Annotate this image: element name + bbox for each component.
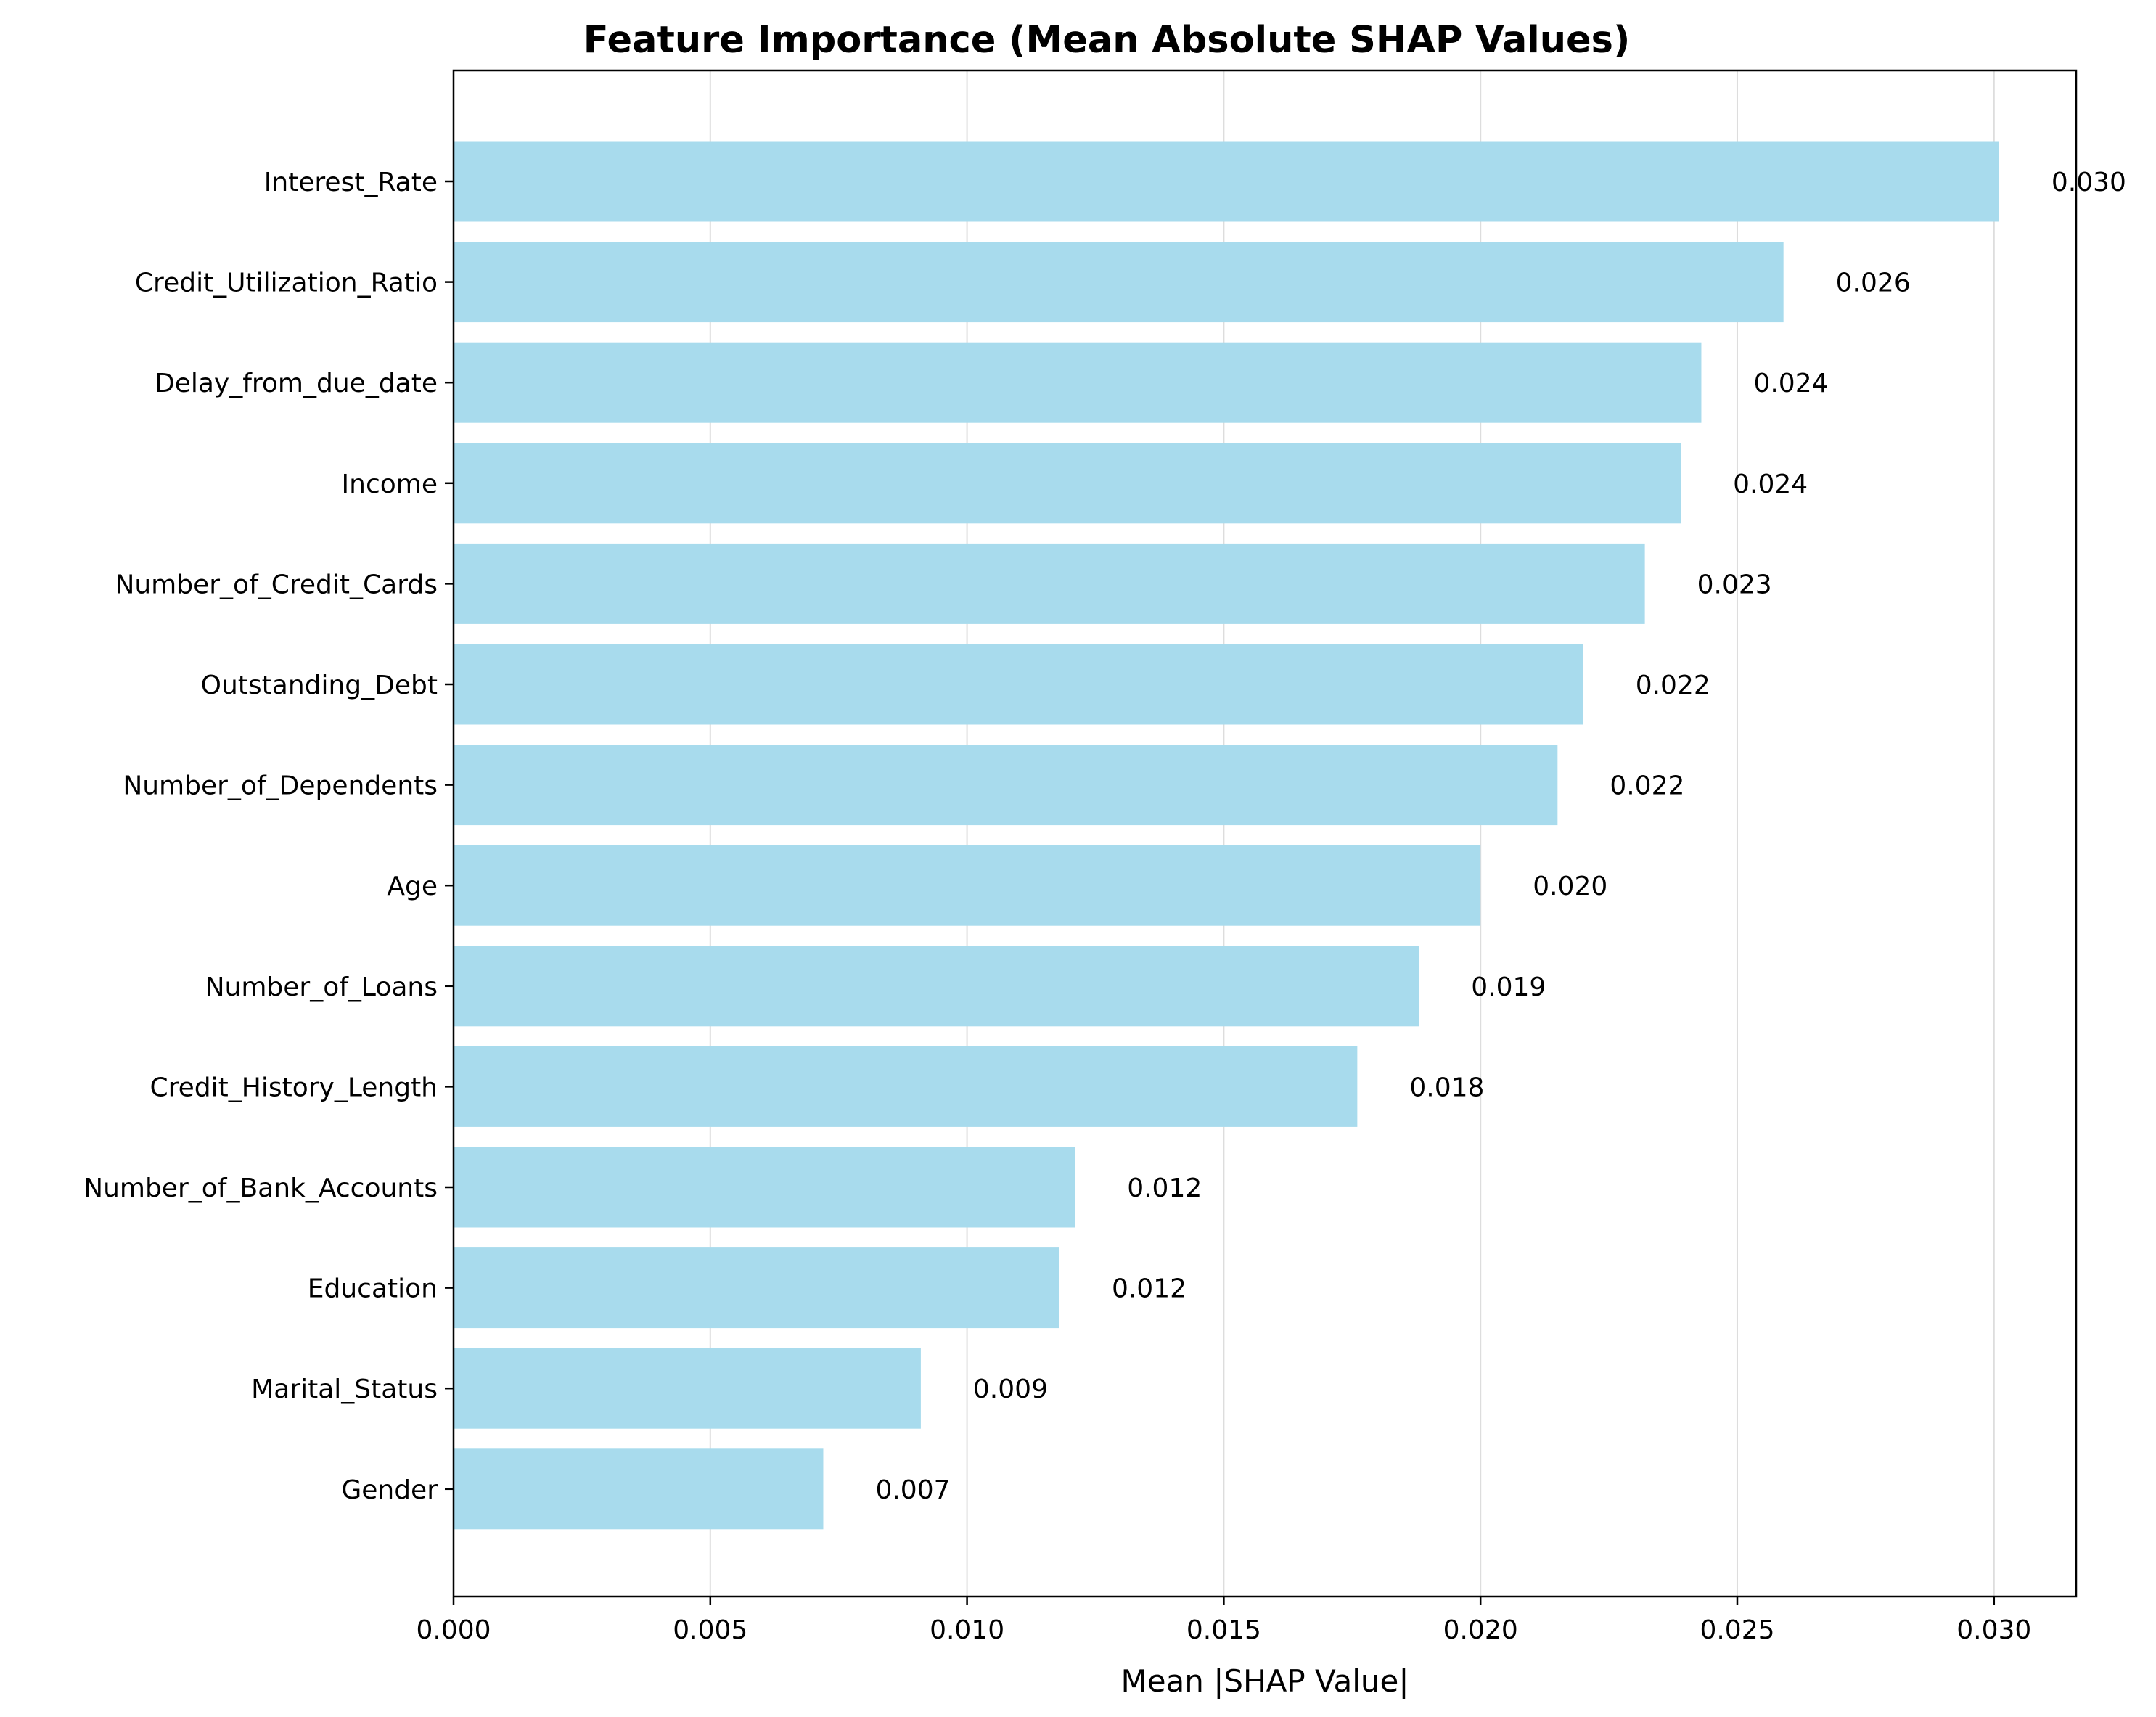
y-tick-label: Education [308, 1274, 438, 1304]
y-tick-label: Number_of_Credit_Cards [115, 570, 438, 599]
x-tick-label: 0.025 [1700, 1615, 1774, 1645]
data-label: 0.012 [1112, 1274, 1186, 1304]
x-tick-label: 0.020 [1443, 1615, 1518, 1645]
y-tick-label: Age [387, 872, 438, 901]
x-tick-label: 0.000 [416, 1615, 491, 1645]
data-label: 0.019 [1471, 972, 1546, 1002]
y-tick-label: Number_of_Bank_Accounts [83, 1173, 438, 1203]
x-axis-label: Mean |SHAP Value| [1120, 1663, 1409, 1699]
data-label: 0.026 [1836, 269, 1911, 298]
data-label: 0.018 [1409, 1073, 1484, 1102]
y-tick-label: Number_of_Loans [205, 972, 438, 1002]
y-tick-label: Income [342, 470, 438, 499]
bar [454, 745, 1558, 826]
bar [454, 1348, 921, 1429]
gridlines [709, 70, 1995, 1597]
data-label: 0.030 [2052, 168, 2126, 197]
data-label: 0.009 [973, 1374, 1048, 1404]
bar [454, 342, 1702, 423]
x-tick-label: 0.005 [673, 1615, 747, 1645]
y-tick-label: Delay_from_due_date [155, 369, 438, 398]
chart-title: Feature Importance (Mean Absolute SHAP V… [583, 19, 1631, 62]
bars [454, 141, 1999, 1530]
bar [454, 543, 1645, 624]
data-label: 0.024 [1753, 369, 1828, 398]
bar [454, 242, 1784, 323]
x-tick-label: 0.015 [1186, 1615, 1261, 1645]
bar [454, 141, 1999, 222]
data-label: 0.022 [1610, 771, 1684, 801]
bar [454, 443, 1681, 524]
plot-frame [452, 69, 2078, 1598]
data-label: 0.007 [875, 1475, 950, 1505]
bar [454, 1448, 824, 1530]
data-labels: 0.030 0.026 0.024 0.024 0.023 0.022 0.022 0.020… [875, 168, 2126, 1505]
y-tick-label: Gender [341, 1475, 438, 1505]
bar [454, 946, 1419, 1027]
bar [454, 1147, 1075, 1228]
data-label: 0.012 [1127, 1173, 1202, 1203]
y-tick-label: Interest_Rate [264, 168, 438, 197]
data-label: 0.023 [1697, 570, 1772, 599]
x-tick-label: 0.030 [1956, 1615, 2031, 1645]
bar [454, 845, 1481, 926]
y-tick-label: Number_of_Dependents [123, 771, 438, 801]
data-label: 0.020 [1533, 872, 1607, 901]
y-tick-label: Credit_History_Length [149, 1073, 438, 1102]
x-tick-label: 0.010 [930, 1615, 1004, 1645]
bar [454, 1046, 1358, 1127]
bar [454, 644, 1583, 725]
y-axis: Interest_Rate Credit_Utilization_Ratio Del… [83, 168, 454, 1505]
data-label: 0.022 [1636, 671, 1710, 700]
y-tick-label: Outstanding_Debt [201, 671, 438, 700]
x-axis: 0.000 0.005 0.010 0.015 0.020 0.025 0.030 [416, 1597, 2031, 1645]
bar [454, 1247, 1059, 1329]
y-tick-label: Marital_Status [251, 1374, 438, 1404]
y-tick-label: Credit_Utilization_Ratio [135, 269, 438, 298]
data-label: 0.024 [1733, 470, 1808, 499]
